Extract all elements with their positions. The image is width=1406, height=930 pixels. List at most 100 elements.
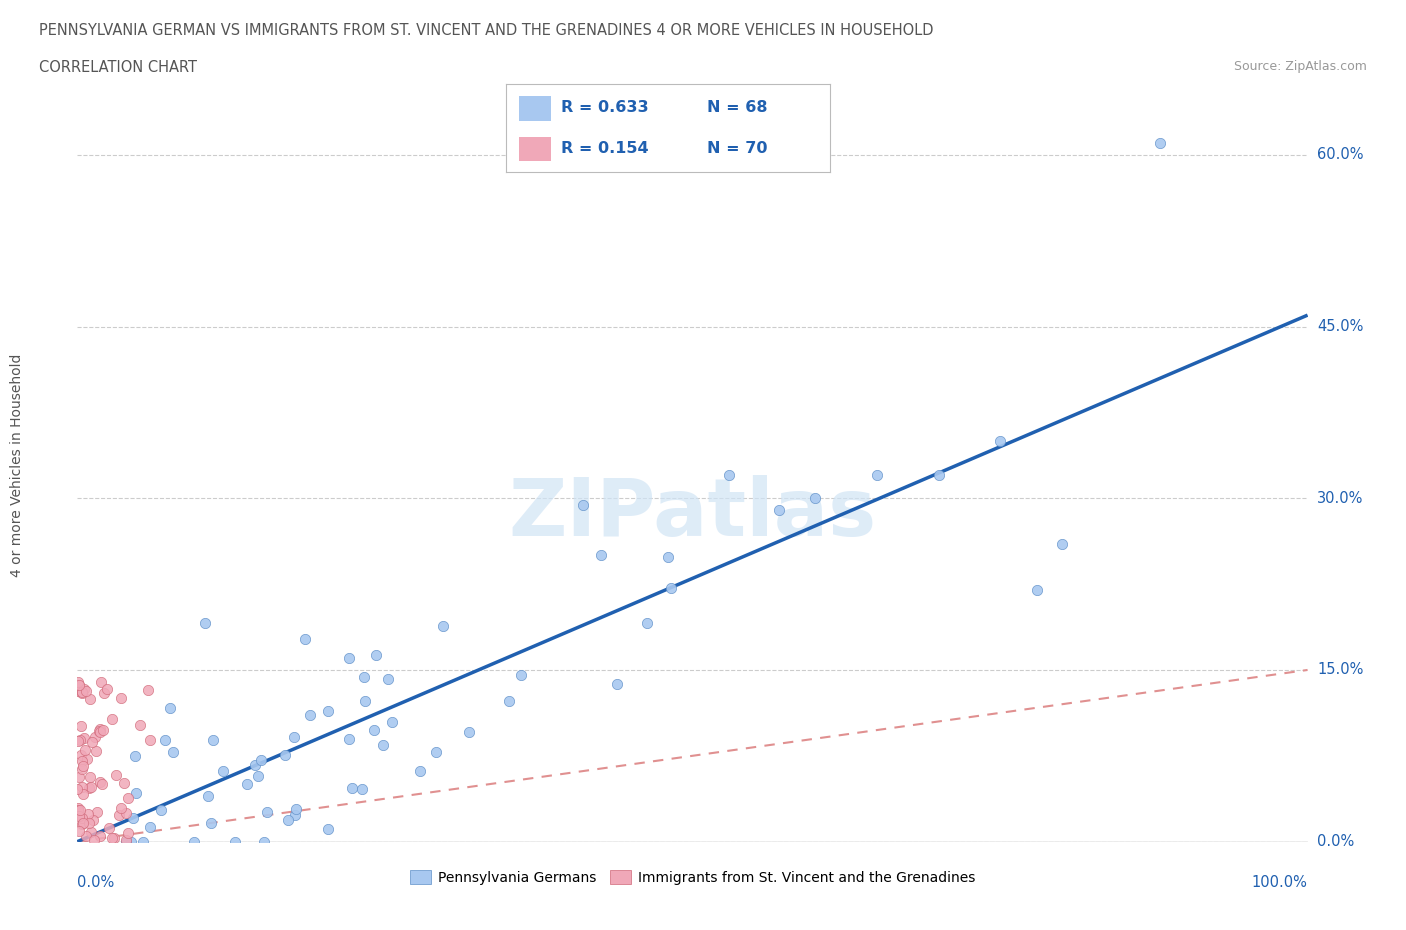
Point (768, 502, 790, 517)
Point (69, 733, 91, 748)
Point (243, 758, 266, 773)
Text: 60.0%: 60.0% (1317, 147, 1364, 163)
Point (115, 834, 138, 849)
Point (197, 788, 219, 803)
Point (72, 762, 94, 777)
Point (572, 498, 595, 512)
Point (72, 787, 94, 802)
Point (316, 703, 339, 718)
Point (76, 806, 98, 821)
Point (337, 650, 360, 665)
Point (80, 825, 103, 840)
Point (70, 685, 93, 700)
Point (86, 805, 108, 820)
Point (718, 468, 741, 483)
Point (294, 631, 316, 646)
Legend: Pennsylvania Germans, Immigrants from St. Vincent and the Grenadines: Pennsylvania Germans, Immigrants from St… (405, 865, 980, 891)
Point (79, 691, 101, 706)
Point (67, 769, 90, 784)
Point (928, 468, 950, 483)
Point (117, 790, 139, 805)
Point (90, 674, 112, 689)
Point (659, 581, 682, 596)
Point (657, 550, 679, 565)
Text: 0.0%: 0.0% (77, 875, 114, 890)
Text: N = 70: N = 70 (707, 140, 768, 155)
Point (97, 821, 120, 836)
Point (66, 734, 89, 749)
Point (352, 781, 374, 796)
Bar (519, 137, 551, 162)
Point (866, 468, 889, 483)
Point (283, 730, 305, 745)
Point (70, 718, 93, 733)
Point (77, 780, 100, 795)
Point (70, 684, 93, 699)
Point (75, 684, 97, 698)
Point (70, 779, 93, 794)
Point (136, 683, 159, 698)
Point (498, 694, 520, 709)
Point (224, 834, 246, 849)
Point (194, 616, 217, 631)
Point (159, 700, 181, 715)
Point (425, 745, 447, 760)
Point (69, 748, 91, 763)
Point (138, 733, 160, 748)
Point (353, 670, 375, 684)
Text: 30.0%: 30.0% (1317, 491, 1364, 506)
Point (67, 824, 90, 839)
Point (381, 715, 404, 730)
Point (353, 694, 375, 709)
Point (76, 751, 98, 766)
Point (83, 832, 105, 847)
Point (988, 433, 1011, 448)
Point (120, 834, 142, 849)
Point (93, 685, 115, 700)
Point (256, 804, 278, 819)
Point (1050, 537, 1073, 551)
Text: CORRELATION CHART: CORRELATION CHART (39, 60, 197, 75)
Point (89, 775, 111, 790)
Point (432, 618, 454, 633)
Point (458, 724, 481, 739)
Point (70, 811, 93, 826)
Point (129, 718, 152, 733)
Point (139, 820, 162, 835)
Point (364, 648, 387, 663)
Bar (519, 96, 551, 121)
Point (70, 817, 93, 831)
Point (80, 735, 103, 750)
Point (117, 826, 139, 841)
Point (377, 671, 399, 686)
Point (66, 674, 89, 689)
Point (114, 832, 136, 847)
Point (115, 806, 138, 821)
Point (89, 724, 111, 739)
Text: N = 68: N = 68 (707, 100, 768, 115)
Text: ZIPatlas: ZIPatlas (509, 475, 876, 553)
Point (132, 834, 155, 849)
Text: 45.0%: 45.0% (1317, 319, 1364, 334)
Point (200, 816, 222, 830)
Point (246, 768, 269, 783)
Point (72, 759, 94, 774)
Point (363, 722, 385, 737)
Point (124, 749, 146, 764)
Text: 15.0%: 15.0% (1317, 662, 1364, 677)
Point (110, 691, 132, 706)
Point (316, 821, 339, 836)
Point (67, 803, 90, 817)
Text: 0.0%: 0.0% (1317, 834, 1354, 849)
Point (1026, 582, 1049, 597)
Point (153, 732, 176, 747)
Point (122, 810, 145, 825)
Point (1149, 136, 1171, 151)
Point (298, 707, 321, 722)
Point (284, 808, 307, 823)
Point (636, 616, 658, 631)
Point (110, 801, 132, 816)
Point (80, 780, 103, 795)
Point (91, 777, 114, 792)
Point (101, 830, 124, 845)
